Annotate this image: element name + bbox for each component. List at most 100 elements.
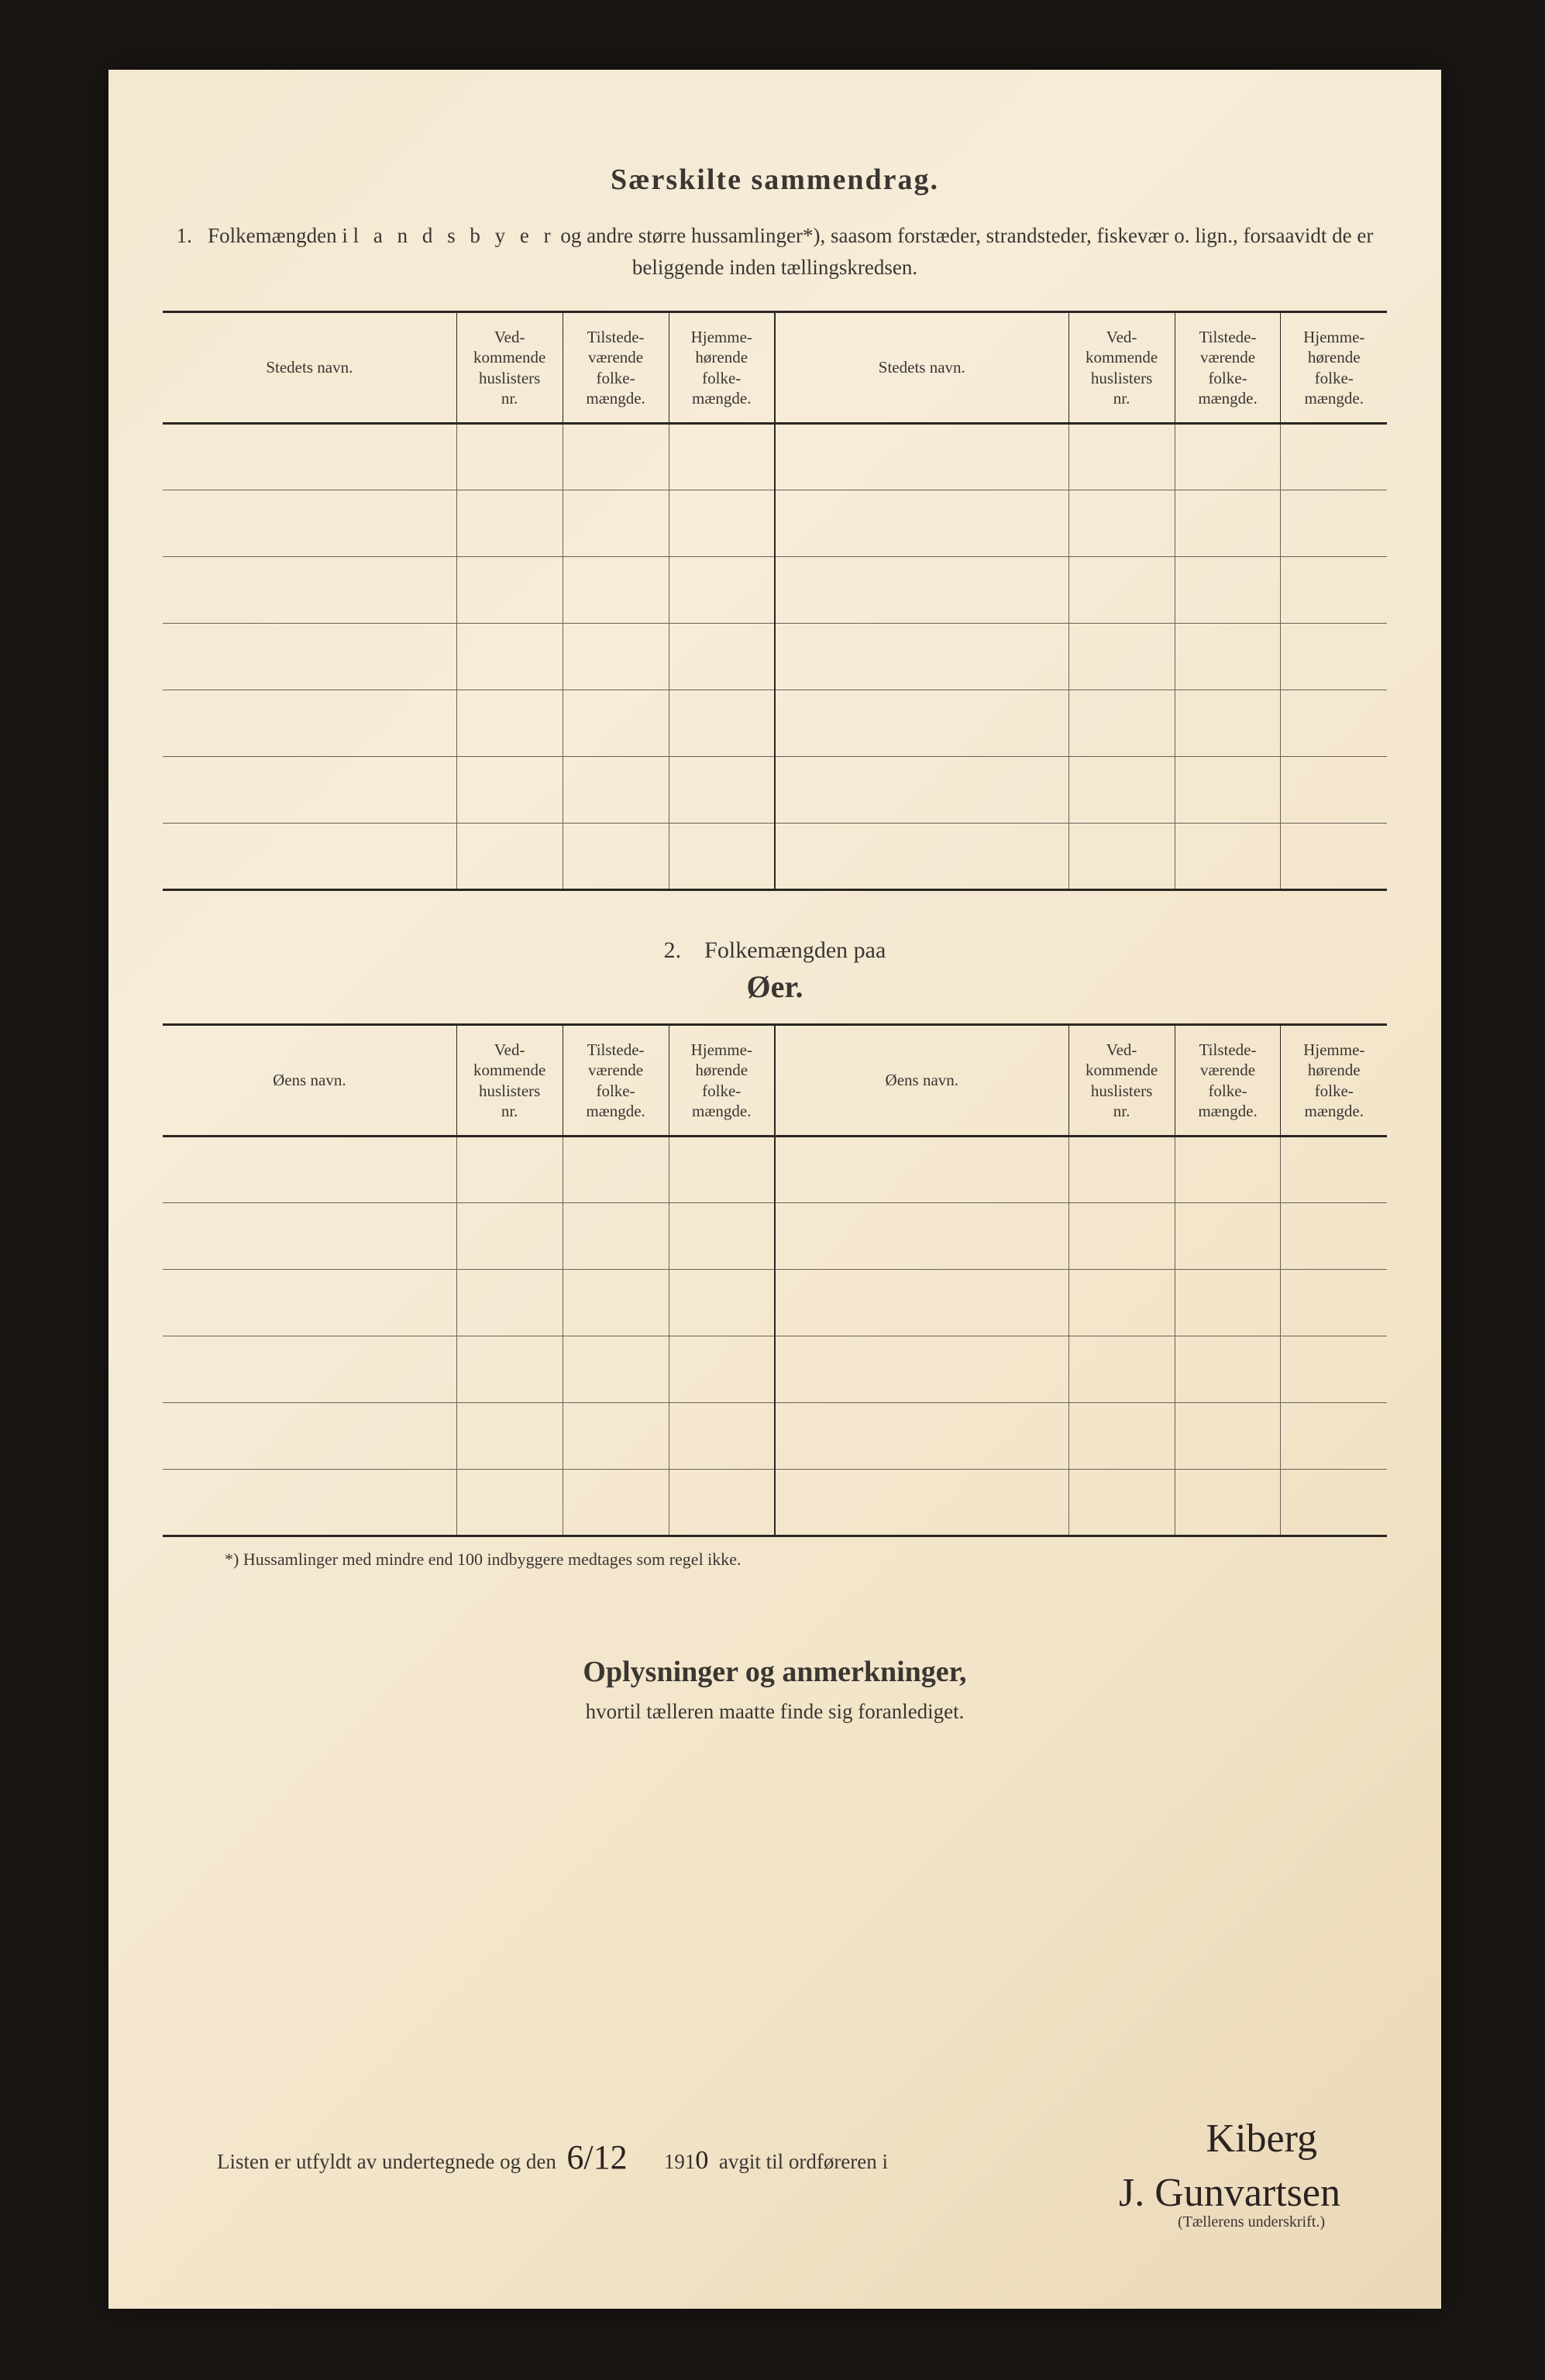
- table-cell: [563, 424, 669, 490]
- th-c1-left: Ved-kommendehuslistersnr.: [456, 312, 563, 424]
- table-cell: [1281, 690, 1387, 757]
- sign-year-hw: 0: [695, 2146, 708, 2175]
- table-cell: [775, 1137, 1068, 1203]
- table-cell: [456, 690, 563, 757]
- sub-number: 2.: [664, 937, 682, 963]
- table-cell: [669, 1470, 775, 1536]
- table-cell: [563, 824, 669, 890]
- table-cell: [163, 490, 456, 557]
- table-cell: [669, 1137, 775, 1203]
- table-cell: [163, 1403, 456, 1470]
- section-1-intro: 1. Folkemængden i l a n d s b y e r og a…: [163, 220, 1387, 283]
- table-cell: [563, 1203, 669, 1270]
- table-cell: [1068, 1270, 1175, 1336]
- table-landsbyer: Stedets navn. Ved-kommendehuslistersnr. …: [163, 311, 1387, 891]
- table-cell: [1175, 1336, 1281, 1403]
- table-cell: [163, 757, 456, 824]
- th2-name-right: Øens navn.: [775, 1025, 1068, 1137]
- table-row: [163, 1137, 1387, 1203]
- table-row: [163, 1470, 1387, 1536]
- th2-c2-left: Tilstede-værendefolke-mængde.: [563, 1025, 669, 1137]
- table-cell: [563, 557, 669, 624]
- table-cell: [563, 1270, 669, 1336]
- table-row: [163, 1403, 1387, 1470]
- intro-post: og andre større hussamlinger*), saasom f…: [556, 224, 1374, 279]
- sign-pre: Listen er utfyldt av undertegnede og den: [217, 2150, 556, 2173]
- table-cell: [1281, 824, 1387, 890]
- table-row: [163, 824, 1387, 890]
- table-cell: [1281, 757, 1387, 824]
- table-cell: [456, 1270, 563, 1336]
- table-cell: [1068, 690, 1175, 757]
- table-cell: [1175, 1470, 1281, 1536]
- th2-name-left: Øens navn.: [163, 1025, 456, 1137]
- table-cell: [1281, 1403, 1387, 1470]
- th2-c2-right: Tilstede-værendefolke-mængde.: [1175, 1025, 1281, 1137]
- table-cell: [1175, 824, 1281, 890]
- table-cell: [163, 1203, 456, 1270]
- table-cell: [1068, 1203, 1175, 1270]
- table-cell: [775, 824, 1068, 890]
- table-cell: [1175, 557, 1281, 624]
- table-cell: [456, 1137, 563, 1203]
- th-name-right: Stedets navn.: [775, 312, 1068, 424]
- th-c2-right: Tilstede-værendefolke-mængde.: [1175, 312, 1281, 424]
- table-cell: [456, 757, 563, 824]
- table-cell: [163, 624, 456, 690]
- table-cell: [1175, 757, 1281, 824]
- table-row: [163, 690, 1387, 757]
- table-cell: [1281, 424, 1387, 490]
- table-cell: [1175, 1137, 1281, 1203]
- table-cell: [563, 690, 669, 757]
- sign-place: Kiberg: [1206, 2116, 1317, 2162]
- table-cell: [1068, 1137, 1175, 1203]
- census-form-page: Særskilte sammendrag. 1. Folkemængden i …: [108, 70, 1441, 2309]
- table1-body: [163, 424, 1387, 890]
- section-2-heading: 2. Folkemængden paa: [163, 937, 1387, 964]
- table-cell: [456, 1336, 563, 1403]
- table-row: [163, 490, 1387, 557]
- table-cell: [775, 490, 1068, 557]
- table-cell: [563, 1336, 669, 1403]
- table-cell: [669, 624, 775, 690]
- table-cell: [1068, 424, 1175, 490]
- sign-name: J. Gunvartsen: [1119, 2170, 1340, 2216]
- table-cell: [456, 490, 563, 557]
- table-cell: [456, 424, 563, 490]
- table-cell: [775, 1470, 1068, 1536]
- table-cell: [163, 690, 456, 757]
- table-cell: [456, 1203, 563, 1270]
- table-cell: [775, 424, 1068, 490]
- table-cell: [563, 490, 669, 557]
- table-cell: [669, 557, 775, 624]
- table-cell: [1281, 1137, 1387, 1203]
- table-cell: [775, 624, 1068, 690]
- table-row: [163, 1203, 1387, 1270]
- th2-c3-left: Hjemme-hørendefolke-mængde.: [669, 1025, 775, 1137]
- page-title: Særskilte sammendrag.: [163, 163, 1387, 197]
- table-cell: [563, 1403, 669, 1470]
- table-cell: [1281, 490, 1387, 557]
- table-cell: [163, 824, 456, 890]
- th-c3-left: Hjemme-hørendefolke-mængde.: [669, 312, 775, 424]
- th-c3-right: Hjemme-hørendefolke-mængde.: [1281, 312, 1387, 424]
- table-row: [163, 1270, 1387, 1336]
- th2-c3-right: Hjemme-hørendefolke-mængde.: [1281, 1025, 1387, 1137]
- table-cell: [1068, 624, 1175, 690]
- intro-number: 1.: [177, 224, 192, 247]
- table-cell: [163, 1137, 456, 1203]
- table-oer: Øens navn. Ved-kommendehuslistersnr. Til…: [163, 1023, 1387, 1537]
- th-name-left: Stedets navn.: [163, 312, 456, 424]
- table-cell: [563, 757, 669, 824]
- table-cell: [163, 557, 456, 624]
- table-row: [163, 624, 1387, 690]
- table-cell: [1175, 624, 1281, 690]
- sign-year-pre: 191: [664, 2150, 696, 2173]
- table-cell: [1175, 490, 1281, 557]
- table-cell: [775, 757, 1068, 824]
- table-cell: [456, 624, 563, 690]
- table-cell: [1281, 557, 1387, 624]
- table-row: [163, 557, 1387, 624]
- remarks-title: Oplysninger og anmerkninger,: [163, 1655, 1387, 1689]
- table-cell: [456, 1470, 563, 1536]
